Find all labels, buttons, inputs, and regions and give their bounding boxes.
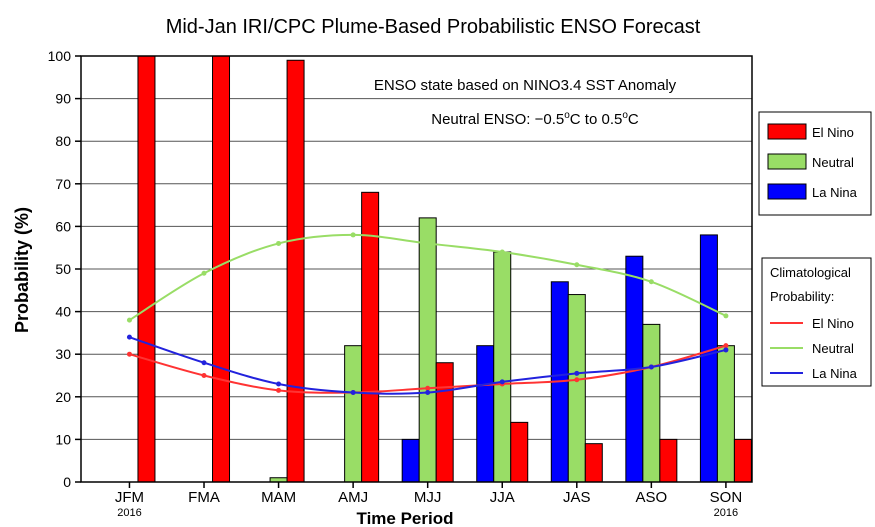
legend-swatch-neutral: [767, 153, 807, 170]
clim-point-la-nina-mjj: [425, 390, 431, 396]
legend-label-la-nina: La Nina: [812, 185, 858, 200]
y-tick-label-50: 50: [55, 261, 71, 277]
y-tick-label-100: 100: [48, 48, 72, 64]
x-axis-label: Time Period: [357, 509, 454, 527]
clim-point-la-nina-jas: [574, 370, 580, 376]
y-tick-label-20: 20: [55, 389, 71, 405]
y-tick-label-40: 40: [55, 304, 71, 320]
clim-point-el-nino-jas: [574, 377, 580, 383]
clim-point-neutral-fma: [201, 270, 207, 276]
clim-point-neutral-mam: [276, 240, 282, 246]
clim-point-la-nina-mam: [276, 381, 282, 387]
clim-point-neutral-jas: [574, 262, 580, 268]
x-tick-label-jfm: JFM: [115, 489, 144, 506]
legend-clim-title-2: Probability:: [770, 289, 834, 304]
bar-el-nino-son: [733, 438, 752, 483]
bar-neutral-jas: [567, 294, 586, 483]
chart-title: Mid-Jan IRI/CPC Plume-Based Probabilisti…: [166, 16, 701, 38]
bar-el-nino-jas: [584, 443, 603, 483]
bar-la-nina-jja: [476, 345, 495, 483]
x-tick-label-son: SON: [710, 489, 743, 506]
x-tick-year-son: 2016: [714, 507, 738, 519]
clim-point-neutral-son: [723, 313, 729, 319]
clim-point-el-nino-mjj: [425, 385, 431, 391]
bar-la-nina-mjj: [401, 438, 420, 483]
clim-point-neutral-jfm: [126, 317, 132, 323]
clim-point-el-nino-fma: [201, 373, 207, 378]
x-tick-label-amj: AMJ: [338, 489, 368, 506]
annotation-line-1: ENSO state based on NINO3.4 SST Anomaly: [374, 77, 677, 94]
x-tick-label-mam: MAM: [261, 489, 296, 506]
legend-clim-label-la-nina: La Nina: [812, 366, 858, 381]
bar-el-nino-jfm: [137, 55, 156, 483]
bar-el-nino-mam: [286, 59, 305, 483]
y-tick-label-60: 60: [55, 218, 71, 234]
x-tick-label-jja: JJA: [490, 489, 515, 506]
legend-main: El Nino Neutral La Nina: [758, 111, 872, 216]
x-tick-label-jas: JAS: [563, 489, 591, 506]
legend-swatch-el-nino: [767, 123, 807, 140]
x-tick-label-fma: FMA: [188, 489, 220, 506]
clim-point-la-nina-jfm: [126, 334, 132, 340]
y-tick-label-0: 0: [63, 474, 71, 490]
clim-point-la-nina-son: [723, 347, 729, 353]
clim-point-neutral-aso: [648, 279, 654, 285]
climatology-lines: [126, 232, 729, 396]
y-tick-label-80: 80: [55, 133, 71, 149]
annotation-part-3: C: [628, 111, 639, 128]
clim-point-neutral-mjj: [425, 240, 431, 246]
x-tick-year-jfm: 2016: [117, 507, 141, 519]
bar-neutral-amj: [344, 345, 363, 483]
y-axis-ticks: 0 10 20 30 40 50 60 70 80 90 100: [48, 48, 81, 490]
bar-el-nino-jja: [510, 421, 529, 483]
legend-clim-label-neutral: Neutral: [812, 341, 854, 356]
bar-neutral-aso: [642, 323, 661, 483]
bar-neutral-jja: [493, 251, 512, 483]
legend-clim-label-el-nino: El Nino: [812, 316, 854, 331]
degree-mark-1: o: [564, 110, 570, 121]
clim-point-el-nino-son: [723, 343, 729, 349]
y-tick-label-10: 10: [55, 431, 71, 447]
legend-label-neutral: Neutral: [812, 155, 854, 170]
legend-climatology: Climatological Probability: El Nino Neut…: [761, 257, 872, 387]
bar-la-nina-son: [699, 234, 718, 483]
legend-swatch-la-nina: [767, 183, 807, 200]
clim-point-el-nino-mam: [276, 387, 282, 393]
degree-mark-2: o: [622, 110, 628, 121]
annotation-part-1: Neutral ENSO: −0.5: [431, 111, 564, 128]
x-tick-label-mjj: MJJ: [414, 489, 442, 506]
annotation-line-2: Neutral ENSO: −0.5oC to 0.5oC: [431, 110, 639, 128]
y-tick-label-90: 90: [55, 91, 71, 107]
bar-el-nino-mjj: [435, 362, 454, 483]
clim-point-la-nina-amj: [350, 390, 356, 396]
bar-el-nino-aso: [659, 438, 678, 483]
annotation-part-2: C to 0.5: [570, 111, 623, 128]
clim-point-la-nina-jja: [499, 379, 505, 385]
legend-clim-title-1: Climatological: [770, 265, 851, 280]
y-tick-label-70: 70: [55, 176, 71, 192]
bar-el-nino-fma: [212, 55, 231, 483]
y-axis-label: Probability (%): [12, 207, 32, 333]
legend-label-el-nino: El Nino: [812, 125, 854, 140]
clim-point-la-nina-aso: [648, 364, 654, 370]
clim-point-la-nina-fma: [201, 360, 207, 366]
bar-neutral-mjj: [418, 217, 437, 483]
bar-neutral-son: [716, 345, 735, 483]
clim-point-neutral-amj: [350, 232, 356, 238]
y-tick-label-30: 30: [55, 346, 71, 362]
clim-point-el-nino-jfm: [126, 351, 132, 357]
x-tick-label-aso: ASO: [636, 489, 668, 506]
clim-point-neutral-jja: [499, 249, 505, 255]
